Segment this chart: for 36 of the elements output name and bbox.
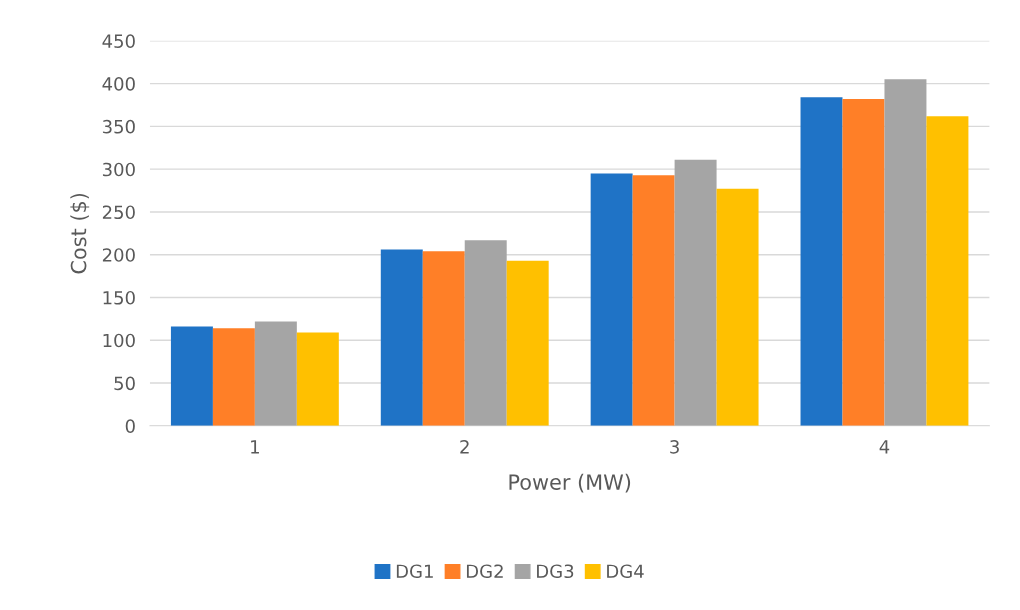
bar [212,328,255,426]
y-tick-label: 400 [102,77,135,91]
y-tick-label: 350 [102,119,135,134]
y-tick-label: 250 [102,205,135,220]
y-axis-title: Cost ($) [70,193,90,274]
legend-label: DG4 [607,564,644,579]
bar [674,159,717,426]
bar [380,249,423,426]
x-tick-label: 2 [460,439,469,454]
bar [842,99,885,426]
y-tick-label: 200 [102,248,135,262]
y-tick-label: 50 [114,376,135,391]
y-tick-label: 0 [125,419,135,433]
bar [254,321,297,426]
x-tick-label: 1 [251,440,259,454]
bar [632,175,675,426]
bar [506,260,549,426]
bar [926,116,969,426]
bar [296,332,339,426]
y-tick-label: 300 [102,162,135,177]
y-tick-label: 450 [102,34,135,48]
x-tick-label: 4 [879,440,890,454]
bar [716,188,759,426]
bar [464,240,507,426]
bar [422,251,465,426]
y-tick-label: 150 [103,290,135,305]
legend-label: DG1 [396,564,433,579]
bar [590,173,633,426]
bar [800,97,843,426]
bar [170,326,213,426]
bar [884,79,927,426]
y-tick-label: 100 [103,333,135,348]
legend-label: DG2 [466,564,503,579]
x-tick-label: 3 [670,439,679,454]
x-axis-title: Power (MW) [509,473,631,493]
legend-label: DG3 [537,564,574,579]
